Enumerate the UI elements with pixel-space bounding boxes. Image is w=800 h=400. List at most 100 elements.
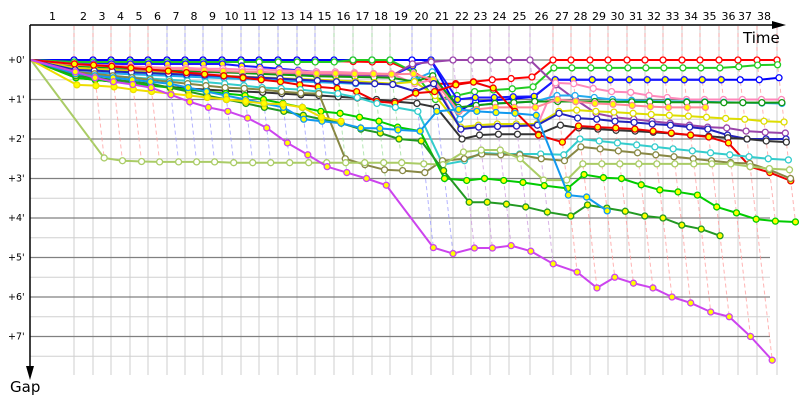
data-point [582,193,591,201]
data-point [671,160,679,168]
data-point [656,186,664,194]
x-tick-label: 14 [299,10,313,23]
lap-connector-line [411,26,434,248]
data-point [771,217,780,225]
data-point [727,160,735,168]
data-point [509,93,517,101]
data-point [477,146,485,154]
data-point [651,143,659,151]
data-point [362,174,371,183]
data-point [483,198,491,206]
data-point [741,115,749,123]
data-point [220,72,228,80]
x-tick-label: 20 [415,10,429,23]
x-tick-label: 32 [647,10,661,23]
data-point [488,76,496,84]
data-point [351,79,360,87]
data-point [480,174,489,183]
x-tick-label: 17 [356,10,370,23]
data-point [184,84,192,92]
data-point [667,129,675,137]
data-point [279,100,287,108]
data-point [725,313,733,321]
data-point [621,207,629,215]
data-point [782,138,791,146]
data-point [305,159,313,167]
data-point [531,103,540,112]
data-point [368,56,376,64]
x-tick-label: 11 [243,10,257,23]
x-tick-label: 28 [574,10,588,23]
data-point [781,129,789,137]
data-point [594,123,602,131]
y-tick-label: +2' [8,134,25,145]
x-tick-label: 33 [666,10,680,23]
data-point [549,260,557,268]
data-point [311,58,319,66]
data-point [317,113,326,121]
data-point [118,157,127,165]
data-point [605,64,613,72]
data-point [758,99,766,107]
data-point [630,118,638,127]
data-point [720,99,728,107]
data-point [192,158,201,166]
data-point [696,56,704,64]
data-point [670,153,678,161]
data-point [563,176,571,184]
data-point [492,108,500,117]
data-point [427,58,435,66]
data-point [587,64,595,72]
data-point [686,123,694,131]
x-tick-label: 38 [757,10,771,23]
x-axis-title: Time [742,29,780,47]
data-point [474,123,483,131]
y-tick-label: +1' [8,95,25,106]
lap-connector-line [552,26,578,273]
lap-connector-line [699,26,730,317]
data-point [420,160,428,168]
data-point [174,158,183,166]
data-point [723,124,731,132]
data-point [283,139,292,147]
x-tick-label: 35 [703,10,717,23]
x-tick-label: 4 [117,10,124,23]
data-point [567,56,575,64]
data-point [579,160,587,168]
data-point [454,105,463,114]
data-point [507,241,515,250]
data-point [649,284,657,292]
data-point [70,60,79,68]
lap-connector-line [92,26,105,159]
data-point [678,56,686,64]
data-point [531,97,539,106]
data-point [164,67,172,75]
data-point [147,84,155,92]
x-axis-arrow-icon [772,21,786,29]
data-point [317,107,325,115]
data-point [395,135,403,143]
data-point [785,166,794,174]
data-point [355,113,364,121]
data-point [315,89,323,98]
lap-connector-line [352,26,367,179]
data-point [669,145,677,153]
data-point [373,99,381,108]
data-point [240,84,248,93]
data-point [628,101,636,110]
data-point [166,80,174,88]
x-tick-label: 1 [49,10,56,23]
x-tick-label: 19 [394,10,408,23]
data-point [526,56,534,64]
data-point [633,149,642,157]
data-point [257,76,265,84]
data-point [760,117,768,125]
data-point [572,97,580,106]
y-tick-label: +5' [8,253,25,264]
data-point [674,188,682,196]
data-point [592,107,600,115]
data-point [761,128,769,136]
data-point [470,244,479,252]
x-tick-label: 7 [173,10,180,23]
data-point [755,76,763,84]
